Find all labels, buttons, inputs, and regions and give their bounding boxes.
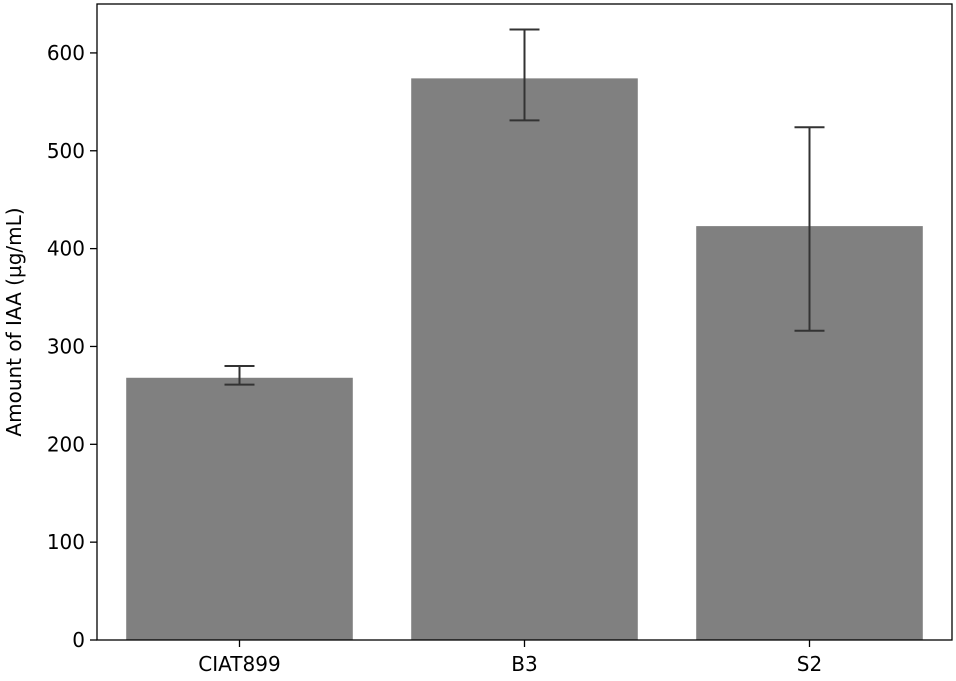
x-axis: CIAT899 B3 S2 [198, 640, 822, 676]
y-tick-label: 300 [47, 334, 85, 358]
errorbar-ciat899 [224, 365, 255, 386]
errorbars-layer [224, 28, 825, 386]
y-tick-label: 100 [47, 530, 85, 554]
x-tick-label-s2: S2 [797, 652, 822, 676]
bar-b3 [411, 78, 638, 641]
y-tick-label: 600 [47, 41, 85, 65]
bars-layer [126, 78, 923, 641]
y-tick-label: 200 [47, 432, 85, 456]
y-axis-label: Amount of IAA (µg/mL) [2, 207, 26, 436]
y-tick-label: 500 [47, 139, 85, 163]
x-tick-label-ciat899: CIAT899 [198, 652, 280, 676]
y-tick-label: 400 [47, 237, 85, 261]
x-tick-label-b3: B3 [511, 652, 537, 676]
errorbar-b3 [509, 28, 540, 122]
y-tick-label: 0 [72, 628, 85, 652]
bar-ciat899 [126, 377, 353, 640]
errorbar-s2 [794, 126, 825, 332]
y-axis: 0 100 200 300 400 500 600 [47, 41, 97, 652]
